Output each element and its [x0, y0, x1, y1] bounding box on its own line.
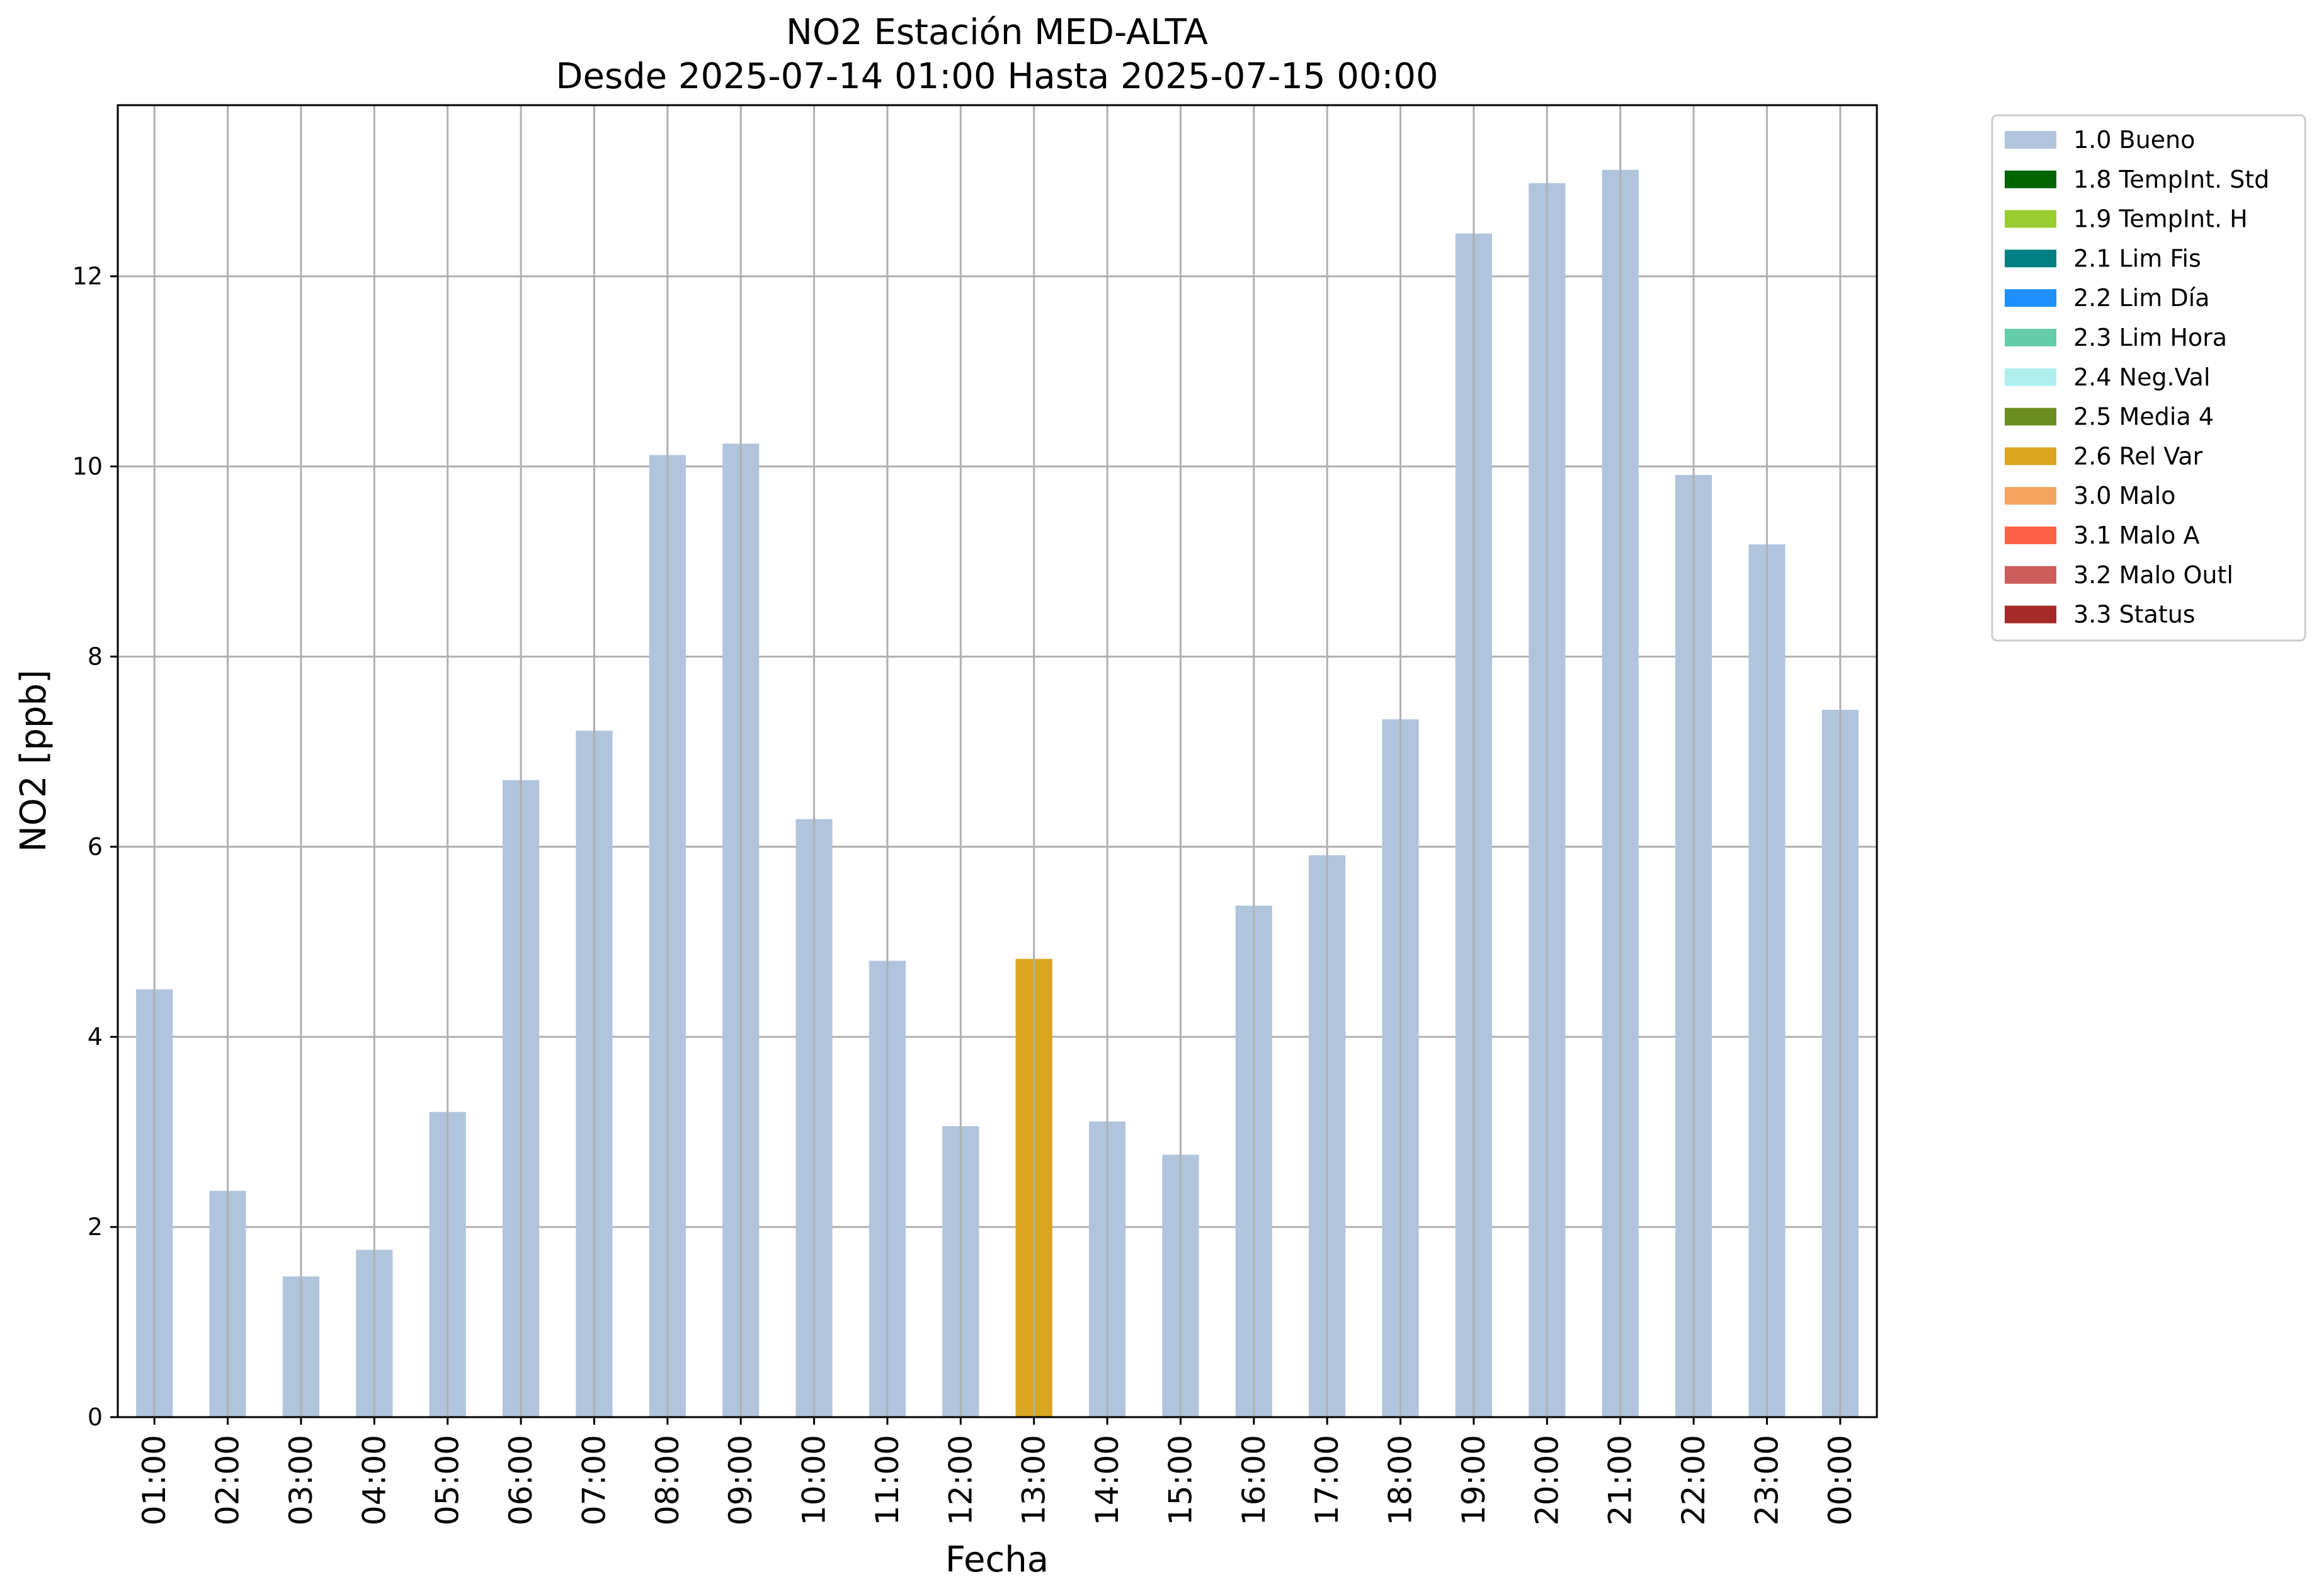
x-tick-label: 12:00 — [942, 1435, 979, 1525]
x-tick-label: 23:00 — [1748, 1435, 1785, 1525]
legend-swatch — [2005, 170, 2056, 188]
x-tick-label: 11:00 — [869, 1435, 906, 1525]
x-tick-label: 05:00 — [430, 1435, 466, 1525]
legend-swatch — [2005, 527, 2056, 544]
x-tick-label: 01:00 — [136, 1435, 173, 1525]
legend-swatch — [2005, 447, 2056, 465]
legend-label: 2.6 Rel Var — [2073, 442, 2203, 470]
x-tick-label: 07:00 — [576, 1435, 612, 1525]
x-tick-label: 10:00 — [796, 1435, 833, 1525]
legend-label: 2.1 Lim Fis — [2073, 244, 2201, 272]
legend-swatch — [2005, 487, 2056, 505]
y-tick-label: 8 — [88, 642, 103, 670]
legend-label: 3.1 Malo A — [2073, 522, 2199, 549]
x-tick-label: 21:00 — [1602, 1435, 1639, 1525]
chart-subtitle: Desde 2025-07-14 01:00 Hasta 2025-07-15 … — [556, 56, 1438, 97]
legend-swatch — [2005, 329, 2056, 346]
y-tick-label: 2 — [88, 1213, 103, 1241]
x-tick-label: 20:00 — [1529, 1435, 1565, 1525]
legend-label: 3.2 Malo Outl — [2073, 561, 2233, 589]
legend-label: 1.0 Bueno — [2073, 126, 2195, 154]
x-tick-label: 03:00 — [283, 1435, 319, 1525]
legend: 1.0 Bueno 1.8 TempInt. Std 1.9 TempInt. H 2… — [1991, 114, 2306, 642]
legend-swatch — [2005, 408, 2056, 426]
legend-label: 3.3 Status — [2073, 601, 2196, 629]
legend-label: 2.2 Lim Día — [2073, 284, 2209, 312]
legend-label: 3.0 Malo — [2073, 482, 2175, 510]
y-tick-label: 4 — [88, 1023, 103, 1051]
legend-label: 2.5 Media 4 — [2073, 403, 2214, 431]
x-tick-label: 06:00 — [503, 1435, 539, 1525]
legend-label: 2.4 Neg.Val — [2073, 363, 2210, 391]
x-tick-label: 13:00 — [1016, 1435, 1052, 1525]
legend-label: 1.9 TempInt. H — [2073, 205, 2248, 233]
legend-label: 1.8 TempInt. Std — [2073, 166, 2269, 193]
x-tick-label: 17:00 — [1309, 1435, 1345, 1525]
legend-swatch — [2005, 210, 2056, 228]
legend-swatch — [2005, 289, 2056, 307]
x-tick-label: 00:00 — [1822, 1435, 1859, 1525]
x-tick-label: 02:00 — [210, 1435, 246, 1525]
legend-swatch — [2005, 249, 2056, 268]
x-tick-label: 16:00 — [1236, 1435, 1272, 1525]
y-tick-label: 12 — [72, 263, 103, 290]
x-tick-label: 04:00 — [356, 1435, 392, 1525]
x-tick-label: 19:00 — [1456, 1435, 1492, 1525]
x-tick-label: 18:00 — [1382, 1435, 1419, 1525]
x-tick-label: 14:00 — [1089, 1435, 1125, 1525]
plot-frame — [117, 104, 1878, 1418]
legend-label: 2.3 Lim Hora — [2073, 324, 2227, 351]
y-axis-label: NO2 [ppb] — [13, 670, 54, 852]
chart-title: NO2 Estación MED-ALTA — [786, 12, 1208, 53]
y-tick-label: 6 — [88, 833, 103, 860]
x-tick-label: 09:00 — [722, 1435, 759, 1525]
legend-swatch — [2005, 605, 2056, 624]
x-tick-label: 08:00 — [649, 1435, 686, 1525]
legend-box — [1991, 114, 2306, 642]
y-tick-label: 0 — [88, 1403, 103, 1431]
y-tick-label: 10 — [72, 453, 103, 481]
bars — [136, 105, 1859, 1417]
legend-swatch — [2005, 131, 2056, 149]
x-tick-label: 22:00 — [1675, 1435, 1712, 1525]
x-axis-ticks: 01:00 02:00 03:00 04:00 05:00 06:00 07:00 08:00… — [136, 1417, 1859, 1525]
legend-swatch — [2005, 566, 2056, 584]
x-axis-label: Fecha — [945, 1539, 1049, 1580]
x-tick-label: 15:00 — [1162, 1435, 1199, 1525]
y-axis-ticks: 0 2 4 6 8 10 12 — [72, 263, 118, 1431]
grid-lines — [118, 275, 1877, 1418]
legend-swatch — [2005, 368, 2056, 386]
